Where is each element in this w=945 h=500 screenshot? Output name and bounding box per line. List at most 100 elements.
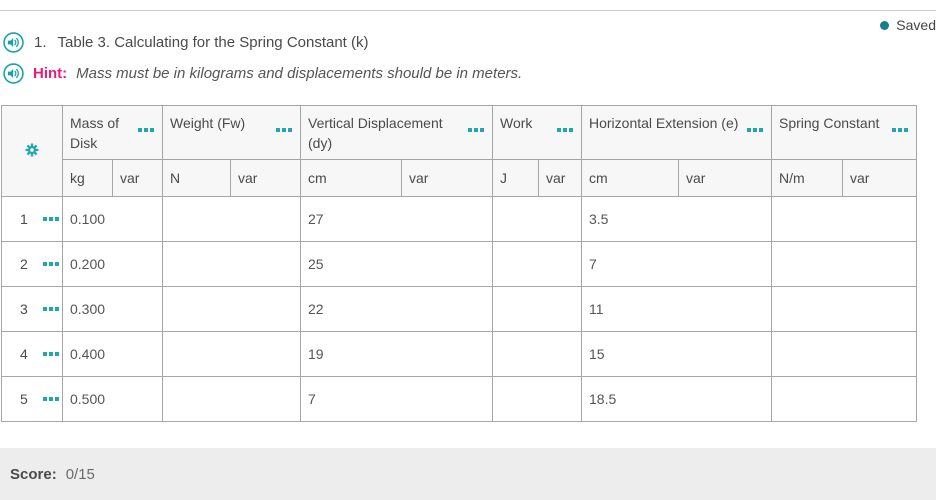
gear-icon[interactable] [25,143,39,157]
row-header: 3 [1,286,63,332]
horizontal-extension-cell[interactable]: 7 [581,241,772,287]
ellipsis-menu-icon[interactable] [892,128,908,132]
question-number: 1. [34,34,47,51]
column-label: Spring Constant [779,115,880,131]
spring-constant-cell[interactable] [771,286,917,332]
work-cell[interactable] [492,376,582,422]
ellipsis-menu-icon[interactable] [43,307,59,311]
column-header-vertical-displacement: Vertical Displacement (dy) [300,105,493,160]
hint-row: Hint: Mass must be in kilograms and disp… [3,63,522,84]
row-header: 5 [1,376,63,422]
work-cell[interactable] [492,286,582,332]
score-label: Score: [10,465,57,483]
unit-row: kg var N var cm var J var cm var N/m var [2,159,917,197]
column-label: Mass of Disk [70,115,120,151]
column-header-weight: Weight (Fw) [162,105,301,160]
vertical-displacement-cell[interactable]: 7 [300,376,493,422]
horizontal-extension-cell[interactable]: 3.5 [581,196,772,242]
horizontal-extension-cell[interactable]: 11 [581,286,772,332]
horizontal-extension-cell[interactable]: 15 [581,331,772,377]
row-number: 4 [20,346,28,362]
weight-cell[interactable] [162,241,301,287]
hint-text: Mass must be in kilograms and displaceme… [76,65,523,82]
spring-constant-cell[interactable] [771,331,917,377]
question-title: Table 3. Calculating for the Spring Cons… [57,34,369,51]
hint-label: Hint: [33,65,68,82]
top-divider [0,10,936,11]
ellipsis-menu-icon[interactable] [276,128,292,132]
column-label: Work [500,115,533,131]
horizontal-extension-cell[interactable]: 18.5 [581,376,772,422]
row-header: 2 [1,241,63,287]
work-cell[interactable] [492,331,582,377]
ellipsis-menu-icon[interactable] [43,217,59,221]
ellipsis-menu-icon[interactable] [138,128,154,132]
ellipsis-menu-icon[interactable] [557,128,573,132]
spring-constant-cell[interactable] [771,196,917,242]
table-settings-cell [1,105,63,197]
header-row: Mass of Disk Weight (Fw) Vertical Displa… [1,105,917,197]
var-cell: var [538,159,582,197]
column-label: Horizontal Extension (e) [589,115,739,131]
score-band: Score: 0/15 [0,448,936,500]
table-row: 4 0.400 19 15 [1,331,917,377]
table-row: 3 0.300 22 11 [1,286,917,332]
column-header-mass: Mass of Disk [62,105,163,160]
column-label: Weight (Fw) [170,115,246,131]
work-cell[interactable] [492,241,582,287]
speaker-icon[interactable] [3,63,24,84]
ellipsis-menu-icon[interactable] [43,262,59,266]
table-row: 2 0.200 25 7 [1,241,917,287]
ellipsis-menu-icon[interactable] [43,397,59,401]
table-row: 1 0.100 27 3.5 [1,196,917,242]
var-cell: var [230,159,301,197]
mass-cell[interactable]: 0.400 [62,331,163,377]
unit-cell: N [162,159,231,197]
var-cell: var [401,159,493,197]
vertical-displacement-cell[interactable]: 27 [300,196,493,242]
weight-cell[interactable] [162,286,301,332]
column-header-horizontal-extension: Horizontal Extension (e) [581,105,772,160]
var-cell: var [842,159,917,197]
saved-label: Saved [896,17,936,33]
column-label: Vertical Displacement (dy) [308,115,443,151]
work-cell[interactable] [492,196,582,242]
ellipsis-menu-icon[interactable] [43,352,59,356]
question-title-row: 1. Table 3. Calculating for the Spring C… [3,32,369,53]
ellipsis-menu-icon[interactable] [468,128,484,132]
spring-constant-table: Mass of Disk Weight (Fw) Vertical Displa… [1,105,917,422]
weight-cell[interactable] [162,331,301,377]
vertical-displacement-cell[interactable]: 22 [300,286,493,332]
weight-cell[interactable] [162,196,301,242]
mass-cell[interactable]: 0.300 [62,286,163,332]
column-header-work: Work [492,105,582,160]
weight-cell[interactable] [162,376,301,422]
spring-constant-cell[interactable] [771,376,917,422]
row-header: 4 [1,331,63,377]
table-row: 5 0.500 7 18.5 [1,376,917,422]
score-value: 0/15 [65,465,95,483]
spring-constant-cell[interactable] [771,241,917,287]
speaker-icon[interactable] [3,32,24,53]
mass-cell[interactable]: 0.200 [62,241,163,287]
var-cell: var [678,159,772,197]
vertical-displacement-cell[interactable]: 25 [300,241,493,287]
row-number: 3 [20,301,28,317]
row-header: 1 [1,196,63,242]
var-cell: var [112,159,163,197]
row-number: 5 [20,391,28,407]
unit-cell: cm [581,159,679,197]
mass-cell[interactable]: 0.500 [62,376,163,422]
row-number: 1 [20,211,28,227]
saved-dot-icon [880,20,890,30]
unit-cell: N/m [771,159,843,197]
ellipsis-menu-icon[interactable] [747,128,763,132]
unit-cell: cm [300,159,402,197]
saved-status: Saved [880,17,936,33]
row-number: 2 [20,256,28,272]
unit-cell: kg [62,159,113,197]
column-header-spring-constant: Spring Constant [771,105,917,160]
vertical-displacement-cell[interactable]: 19 [300,331,493,377]
unit-cell: J [492,159,539,197]
mass-cell[interactable]: 0.100 [62,196,163,242]
